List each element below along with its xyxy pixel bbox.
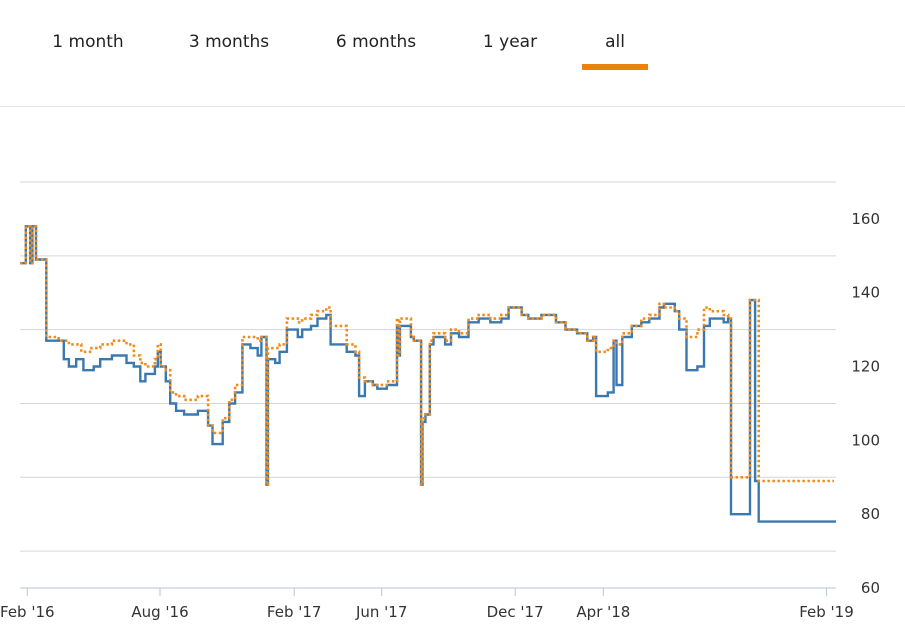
series-lines: [20, 225, 836, 523]
tab-1-year-indicator: [478, 64, 542, 70]
tab-all-indicator: [582, 64, 648, 70]
tab-1-month-indicator: [48, 64, 128, 70]
y-tick-label: 100: [851, 431, 880, 449]
x-tick-label: Feb '19: [799, 603, 854, 621]
range-selector: 1 month 3 months 6 months 1 year all: [0, 0, 905, 107]
y-axis-labels: 60 80 100 120 140 160: [851, 210, 880, 597]
x-tick-label: Aug '16: [131, 603, 188, 621]
x-tick-label: Jun '17: [355, 603, 407, 621]
x-axis: Feb '16 Aug '16 Feb '17 Jun '17 Dec '17 Apr '…: [0, 587, 854, 621]
y-tick-label: 120: [851, 358, 880, 376]
tab-1-year-label: 1 year: [482, 32, 538, 52]
y-tick-label: 160: [851, 210, 880, 228]
tab-all[interactable]: all: [582, 26, 648, 70]
x-tick-label: Apr '18: [576, 603, 630, 621]
tab-3-months[interactable]: 3 months: [186, 26, 272, 70]
y-tick-label: 80: [861, 505, 880, 523]
tab-3-months-label: 3 months: [188, 32, 270, 52]
y-tick-label: 60: [861, 579, 880, 597]
grid-lines: [20, 181, 836, 552]
y-tick-label: 140: [851, 284, 880, 302]
x-tick-label: Feb '17: [267, 603, 322, 621]
price-chart: Feb '16 Aug '16 Feb '17 Jun '17 Dec '17 Apr '…: [0, 181, 880, 621]
tab-1-year[interactable]: 1 year: [478, 26, 542, 70]
x-tick-label: Dec '17: [487, 603, 544, 621]
tab-1-month[interactable]: 1 month: [48, 26, 128, 70]
series-line-dotted: [20, 225, 834, 486]
tab-3-months-indicator: [186, 64, 272, 70]
x-tick-label: Feb '16: [0, 603, 55, 621]
tab-all-label: all: [605, 32, 625, 52]
tab-6-months[interactable]: 6 months: [333, 26, 419, 70]
tab-1-month-label: 1 month: [52, 32, 124, 52]
tab-6-months-indicator: [333, 64, 419, 70]
tab-6-months-label: 6 months: [335, 32, 417, 52]
